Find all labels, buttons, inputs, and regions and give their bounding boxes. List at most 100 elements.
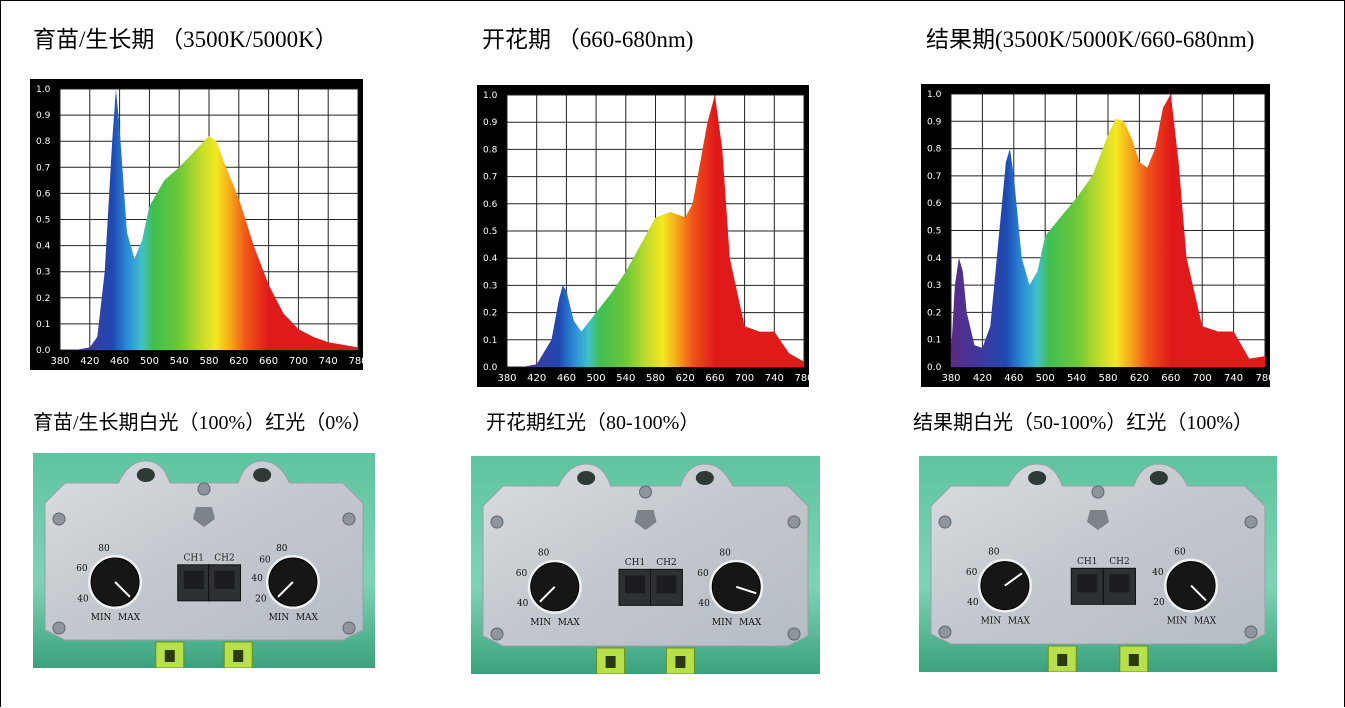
x-tick-label: 500	[1036, 373, 1055, 384]
screw-icon	[342, 621, 356, 635]
y-tick-label: 1.0	[483, 91, 498, 101]
x-tick-label: 460	[1004, 373, 1023, 384]
knob-scale-label: 60	[966, 568, 978, 578]
channel-label: CH1	[625, 558, 645, 568]
knob-min-label: MIN	[981, 617, 1002, 627]
knob-scale-label: 60	[516, 569, 528, 579]
screw-icon	[490, 627, 504, 641]
indicator-hex	[1087, 510, 1109, 530]
spectrum-chart-fruiting: 0.0 0.1 0.2 0.3 0.4 0.5 0.6 0.7 0.8 0.9 1.0 380 420 4…	[921, 84, 1270, 387]
knob-pointer	[1190, 584, 1207, 602]
x-tick-label: 460	[110, 356, 129, 367]
y-tick-label: 0.5	[36, 216, 50, 226]
y-tick-label: 0.1	[36, 320, 50, 330]
x-tick-label: 780	[348, 356, 363, 367]
controller-photo-flowering: CH1 CH2 40 60 80 MIN MAX 40 60 80 MIN MAX	[471, 456, 820, 674]
knob-scale-label: 60	[76, 564, 88, 574]
screw-icon	[342, 512, 356, 526]
x-tick-label: 660	[1161, 373, 1180, 384]
indicator-hex	[193, 507, 215, 527]
y-tick-label: 0.2	[483, 309, 497, 319]
channel-label: CH1	[1077, 557, 1097, 567]
screw-icon	[1244, 625, 1258, 639]
screw-icon	[490, 515, 504, 529]
x-tick-label: 740	[319, 356, 338, 367]
knob-scale-label: 80	[538, 549, 550, 559]
y-tick-label: 0.7	[36, 163, 50, 173]
x-tick-label: 420	[973, 373, 992, 384]
y-tick-label: 1.0	[36, 85, 51, 95]
x-tick-label: 740	[765, 373, 784, 384]
y-tick-label: 0.1	[927, 336, 941, 346]
knob-pointer	[1004, 572, 1023, 587]
y-tick-label: 0.0	[483, 363, 498, 373]
knob-max-label: MAX	[739, 618, 762, 628]
screw-icon	[787, 627, 801, 641]
knob-min-label: MIN	[1167, 617, 1188, 627]
screw-icon	[938, 625, 952, 639]
knob-min-label: MIN	[91, 613, 112, 623]
caption-seedling: 育苗/生长期白光（100%）红光（0%）	[33, 412, 372, 434]
x-tick-label: 780	[794, 373, 809, 384]
y-tick-label: 0.8	[483, 145, 498, 155]
y-tick-label: 0.9	[36, 111, 51, 121]
y-tick-label: 0.6	[483, 200, 498, 210]
x-tick-label: 700	[735, 373, 754, 384]
x-tick-label: 380	[50, 356, 69, 367]
y-tick-label: 0.4	[483, 254, 498, 264]
connector-block	[223, 641, 253, 668]
x-tick-label: 660	[259, 356, 278, 367]
y-tick-label: 0.1	[483, 336, 497, 346]
y-tick-label: 0.2	[927, 308, 941, 318]
screw-icon	[52, 621, 66, 635]
screw-icon	[1091, 485, 1105, 499]
channel-label: CH2	[214, 554, 234, 564]
channel-label: CH2	[1109, 557, 1129, 567]
y-tick-label: 0.7	[483, 173, 497, 183]
knob-scale-label: 40	[517, 599, 529, 609]
spectrum-area	[951, 94, 1265, 367]
x-tick-label: 500	[140, 356, 159, 367]
knob-pointer	[114, 581, 131, 598]
x-tick-label: 380	[497, 373, 516, 384]
x-tick-label: 500	[587, 373, 606, 384]
dimmer-knob-left	[530, 562, 580, 612]
dimmer-knob-right	[1166, 561, 1216, 611]
y-tick-label: 0.2	[36, 294, 50, 304]
knob-scale-label: 80	[719, 549, 731, 559]
x-tick-label: 540	[170, 356, 189, 367]
knob-scale-label: 40	[698, 599, 710, 609]
x-tick-label: 700	[289, 356, 308, 367]
y-tick-label: 0.5	[483, 227, 497, 237]
knob-pointer	[735, 585, 757, 595]
knob-max-label: MAX	[118, 613, 141, 623]
spectrum-chart-flowering: 0.0 0.1 0.2 0.3 0.4 0.5 0.6 0.7 0.8 0.9 1.0 380 420 4…	[477, 85, 809, 387]
spectrum-chart-seedling: 0.0 0.1 0.2 0.3 0.4 0.5 0.6 0.7 0.8 0.9 1.0 380 420 4…	[30, 79, 363, 370]
knob-scale-label: 80	[276, 544, 288, 554]
x-tick-label: 460	[557, 373, 576, 384]
mount-hole	[1149, 471, 1168, 485]
screw-icon	[787, 515, 801, 529]
x-tick-label: 420	[80, 356, 99, 367]
caption-flowering: 开花期红光（80-100%）	[486, 412, 700, 434]
knob-scale-label: 40	[251, 574, 263, 584]
mount-hole	[577, 471, 596, 485]
knob-scale-label: 20	[255, 594, 267, 604]
y-tick-label: 0.6	[36, 189, 51, 199]
x-tick-label: 580	[646, 373, 665, 384]
knob-min-label: MIN	[530, 618, 551, 628]
y-tick-label: 0.0	[36, 346, 51, 356]
dimmer-knob-right	[711, 562, 761, 612]
y-tick-label: 0.5	[927, 227, 941, 237]
channel-label: CH1	[184, 554, 204, 564]
knob-max-label: MAX	[1008, 617, 1031, 627]
y-tick-label: 0.4	[927, 254, 942, 264]
panel-title-fruiting: 结果期(3500K/5000K/660-680nm)	[926, 27, 1255, 52]
channel-label: CH2	[656, 558, 676, 568]
x-tick-label: 700	[1193, 373, 1212, 384]
knob-max-label: MAX	[558, 618, 581, 628]
x-tick-label: 580	[199, 356, 218, 367]
screw-icon	[197, 482, 211, 496]
knob-scale-label: 60	[259, 555, 271, 565]
knob-scale-label: 40	[967, 598, 979, 608]
